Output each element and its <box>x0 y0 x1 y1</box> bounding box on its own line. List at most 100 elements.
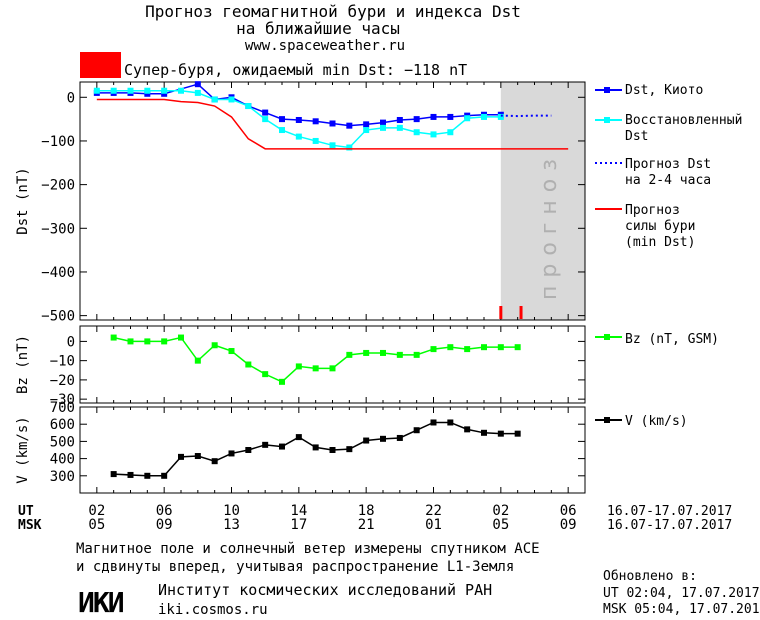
v-series-0-point <box>430 419 437 426</box>
dst-ytick-label: −500 <box>41 309 75 325</box>
x-tick-label-msk: 17 <box>290 517 307 533</box>
v-series-0-point <box>447 419 454 426</box>
bz-series-0-line <box>113 336 518 383</box>
v-series-0-point <box>144 472 151 479</box>
dst-series-1-point <box>245 103 252 110</box>
dst-series-1-point <box>161 87 168 94</box>
dst-series-1-point <box>110 87 117 94</box>
dst-series-1-point <box>497 113 504 120</box>
x-tick-label-msk: 09 <box>560 517 577 533</box>
x-tick-label-msk: 21 <box>358 517 375 533</box>
dst-series-1-point <box>447 129 454 136</box>
legend-storm-2: силы бури <box>625 219 695 234</box>
v-series-0-point <box>194 453 201 460</box>
x-axis-msk-label: MSK <box>18 518 42 533</box>
v-ytick-label: 600 <box>50 417 75 433</box>
dst-series-1-point <box>380 124 386 131</box>
v-series-0-point <box>211 458 218 465</box>
bz-series-0-point <box>481 344 487 351</box>
bz-ytick-label: −30 <box>50 392 75 408</box>
bz-series-0-point <box>413 351 420 358</box>
x-tick-label-ut: 18 <box>358 503 375 519</box>
dst-series-1-point <box>312 137 319 144</box>
legend-bz-label: Bz (nT, GSM) <box>625 332 719 347</box>
dst-series-0-point <box>430 113 437 120</box>
v-ylabel: V (km/s) <box>15 416 31 483</box>
dst-series-0-point <box>295 116 302 123</box>
v-ytick-label: 300 <box>50 469 75 485</box>
dst-series-3-line <box>96 98 569 150</box>
dst-series-1-point <box>93 87 100 94</box>
bz-series-0-point <box>329 365 336 372</box>
v-series-0-point <box>228 450 235 457</box>
dst-series-0-point <box>312 118 319 125</box>
bz-series-0-point <box>127 338 134 345</box>
bz-series-0-point <box>346 351 353 358</box>
v-ytick-label: 500 <box>50 434 75 450</box>
bz-series-0-point <box>161 338 168 345</box>
legend-storm-1: Прогноз <box>625 203 680 218</box>
v-series-0-point <box>497 430 504 437</box>
legend-v-label: V (km/s) <box>625 414 688 429</box>
dst-series-0-point <box>161 90 168 97</box>
dst-ytick-label: −100 <box>41 134 75 150</box>
v-series-0-point <box>110 471 117 478</box>
date-range-ut: 16.07-17.07.2017 <box>607 504 732 519</box>
v-series-0-point <box>312 444 319 451</box>
bz-panel: 0 −10 −20 −30 Bz (nT) <box>15 325 586 408</box>
v-series-0-point <box>295 434 302 441</box>
dst-series-1-point <box>430 131 437 138</box>
dst-series-0-point <box>194 81 201 88</box>
v-series-0-point <box>329 447 336 453</box>
site-url: www.spaceweather.ru <box>245 38 405 54</box>
dst-series-0-point <box>413 116 420 123</box>
v-series-0-point <box>346 446 353 453</box>
v-series-0-point <box>178 453 184 460</box>
dst-ytick-label: −400 <box>41 265 75 281</box>
x-tick-label-ut: 06 <box>560 503 577 519</box>
bz-series-0-point <box>178 334 184 341</box>
legend-dst-restored-1: Восстановленный <box>625 113 742 128</box>
dst-series-1-point <box>279 127 285 134</box>
forecast-zone <box>500 82 585 320</box>
bz-series-0-point <box>144 338 151 345</box>
legend-dst: Dst, Киото Восстановленный Dst Прогноз D… <box>595 83 742 250</box>
x-axis-ut-label: UT <box>18 504 34 519</box>
forecast-zone-label: прогноз <box>537 151 562 300</box>
dst-ytick-label: −300 <box>41 221 75 237</box>
v-series-0-point <box>363 437 370 444</box>
bz-ytick-label: −20 <box>50 373 75 389</box>
updated-ut: UT 02:04, 17.07.2017 <box>603 586 760 601</box>
bz-series-0-point <box>110 334 117 341</box>
bz-series-0-point <box>295 363 302 370</box>
updated-msk: MSK 05:04, 17.07.2017 <box>603 602 760 617</box>
bz-series-0-point <box>464 346 471 353</box>
dst-ytick-label: 0 <box>67 90 75 106</box>
institute-url: iki.cosmos.ru <box>158 602 268 618</box>
v-series-0-point <box>279 443 285 450</box>
x-tick-label-ut: 22 <box>425 503 442 519</box>
v-series-0-point <box>481 429 487 436</box>
v-series-0-point <box>380 435 386 442</box>
footnote-line-1: Магнитное поле и солнечный ветер измерен… <box>76 541 540 557</box>
dst-series-0-point <box>363 121 370 128</box>
bz-ylabel: Bz (nT) <box>15 335 31 394</box>
bz-series-0-point <box>262 371 269 378</box>
dst-series-0-point <box>380 119 386 126</box>
bz-series-0-point <box>194 357 201 364</box>
dst-series-1-point <box>396 124 403 131</box>
bz-series-0-point <box>514 344 521 351</box>
bz-frame <box>79 325 586 404</box>
storm-level-label: Супер-буря, ожидаемый min Dst: −118 nT <box>124 61 467 79</box>
x-tick-label-ut: 02 <box>88 503 105 519</box>
dst-series-1-point <box>481 113 487 120</box>
bz-series-0-point <box>228 348 235 355</box>
legend-bz: Bz (nT, GSM) <box>595 332 719 347</box>
dst-series-1-point <box>211 96 218 103</box>
dst-series-1-point <box>346 144 353 151</box>
bz-ytick-label: −10 <box>50 354 75 370</box>
dst-series-0-point <box>262 109 269 116</box>
bz-series-0-point <box>430 346 437 353</box>
dst-series-1-point <box>413 129 420 136</box>
institute-name: Институт космических исследований РАН <box>158 581 492 599</box>
